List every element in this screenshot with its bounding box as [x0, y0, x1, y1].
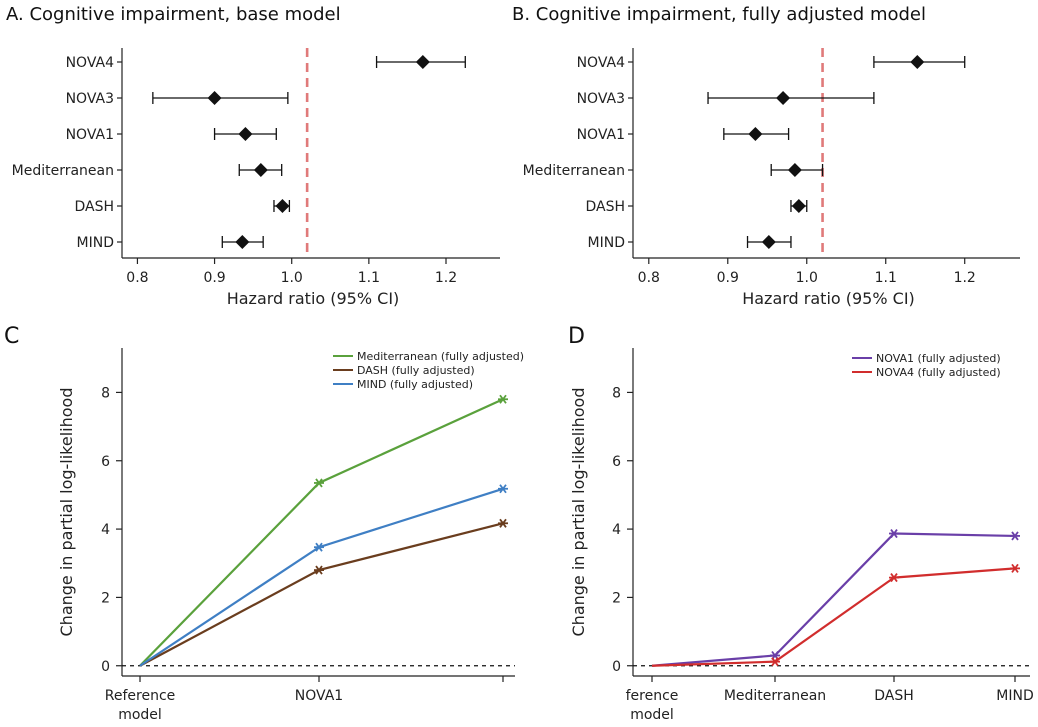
series-line [139, 487, 504, 667]
row-label-mediterranean: Mediterranean [523, 163, 625, 179]
legend-entry: MIND (fully adjusted) [357, 378, 473, 391]
x-tick-label: Mediterranean [724, 688, 826, 704]
x-tick-label: 0.8 [638, 270, 660, 286]
star-stroke [315, 565, 323, 575]
panel-title: D [568, 324, 585, 349]
row-label-nova3: NOVA3 [66, 91, 114, 107]
row-label-mind: MIND [588, 235, 625, 251]
hazard-ratio-point [776, 91, 791, 105]
star-stroke [315, 478, 323, 488]
row-label-nova1: NOVA1 [577, 127, 625, 143]
star-stroke [1011, 563, 1019, 573]
y-tick-label: 8 [101, 385, 110, 401]
y-tick-label: 6 [612, 454, 621, 470]
series-star-marker [1010, 531, 1020, 541]
series-star-marker [498, 518, 508, 528]
x-axis-label: Hazard ratio (95% CI) [227, 289, 400, 308]
x-tick-label: 1.0 [281, 270, 303, 286]
series-star-marker [889, 528, 899, 539]
hazard-ratio-point [238, 127, 253, 141]
y-tick-label: 0 [612, 659, 621, 675]
star-stroke [771, 657, 779, 667]
x-tick-label: model [630, 707, 674, 723]
series-line [651, 567, 1016, 667]
forest-panel-a: A. Cognitive impairment, base model 0.8 0.… [6, 4, 500, 308]
x-tick-label: Reference [105, 688, 176, 704]
y-tick-label: 2 [101, 590, 110, 606]
panel-title: B. Cognitive impairment, fully adjusted … [512, 4, 926, 25]
row-label-dash: DASH [74, 199, 114, 215]
y-tick-label: 4 [101, 522, 110, 538]
y-tick-label: 4 [612, 522, 621, 538]
hazard-ratio-point [253, 163, 268, 177]
series-line [651, 532, 1016, 667]
x-tick-label: MIND [996, 688, 1033, 704]
row-label-nova3: NOVA3 [577, 91, 625, 107]
x-tick-label: 0.9 [203, 270, 225, 286]
series-star-marker [889, 573, 899, 583]
star-stroke [499, 518, 507, 528]
x-axis-label: Hazard ratio (95% CI) [742, 289, 915, 308]
x-tick-label: ference [626, 688, 679, 704]
series-star-marker [314, 565, 324, 575]
row-label-nova4: NOVA4 [577, 55, 626, 71]
line-panel-d: D 0 2 4 6 8 Change in partial log-likelihood fe… [568, 324, 1034, 723]
x-tick-label: 1.1 [875, 270, 897, 286]
panel-title: C [4, 324, 19, 349]
x-tick-label: 1.1 [358, 270, 380, 286]
legend-entry: NOVA1 (fully adjusted) [876, 352, 1001, 365]
x-tick-label: 1.0 [796, 270, 818, 286]
hazard-ratio-point [415, 55, 430, 69]
star-stroke [315, 542, 323, 552]
y-axis-label: Change in partial log-likelihood [569, 388, 588, 637]
star-stroke [890, 528, 898, 539]
y-tick-label: 8 [612, 385, 621, 401]
x-tick-label: 1.2 [954, 270, 976, 286]
x-tick-label: model [118, 707, 162, 723]
line-panel-c: C 0 2 4 6 8 Change in partial log-likelihood Re… [4, 324, 524, 723]
x-tick-label: NOVA1 [295, 688, 343, 704]
row-label-dash: DASH [585, 199, 625, 215]
series-star-marker [1010, 563, 1020, 573]
series-star-marker [498, 394, 508, 404]
x-tick-label: DASH [874, 688, 914, 704]
hazard-ratio-point [235, 235, 250, 249]
legend-entry: NOVA4 (fully adjusted) [876, 366, 1001, 379]
x-tick-label: 0.9 [717, 270, 739, 286]
y-tick-label: 6 [101, 454, 110, 470]
row-label-mind: MIND [77, 235, 114, 251]
series-star-marker [770, 657, 780, 667]
star-stroke [1011, 531, 1019, 541]
forest-panel-b: B. Cognitive impairment, fully adjusted … [512, 4, 1020, 308]
hazard-ratio-point [787, 163, 802, 177]
star-stroke [499, 484, 507, 494]
row-label-nova4: NOVA4 [66, 55, 115, 71]
series-star-marker [314, 478, 324, 488]
y-axis-label: Change in partial log-likelihood [57, 388, 76, 637]
hazard-ratio-point [791, 199, 806, 213]
series-star-marker [314, 542, 324, 552]
hazard-ratio-point [910, 55, 925, 69]
star-stroke [890, 573, 898, 583]
series-star-marker [498, 484, 508, 494]
x-tick-label: 0.8 [126, 270, 148, 286]
star-stroke [499, 394, 507, 404]
hazard-ratio-point [275, 199, 290, 213]
legend-entry: Mediterranean (fully adjusted) [357, 350, 524, 363]
hazard-ratio-point [761, 235, 776, 249]
row-label-mediterranean: Mediterranean [12, 163, 114, 179]
series-line [139, 398, 504, 667]
x-tick-label: 1.2 [435, 270, 457, 286]
y-tick-label: 0 [101, 659, 110, 675]
panel-title: A. Cognitive impairment, base model [6, 4, 341, 25]
hazard-ratio-point [207, 91, 222, 105]
row-label-nova1: NOVA1 [66, 127, 114, 143]
legend-entry: DASH (fully adjusted) [357, 364, 475, 377]
hazard-ratio-point [748, 127, 763, 141]
y-tick-label: 2 [612, 590, 621, 606]
